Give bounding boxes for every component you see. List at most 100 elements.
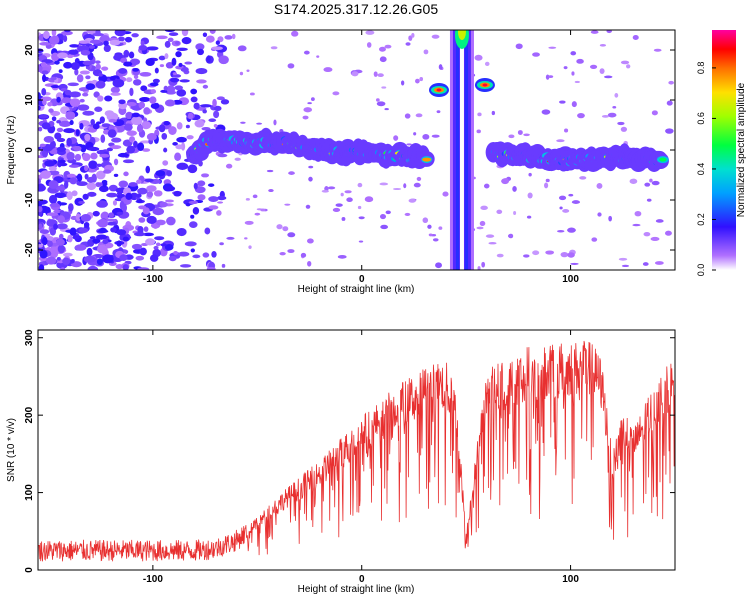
noise-speckle — [184, 61, 193, 65]
noise-speckle — [39, 229, 50, 235]
noise-speckle — [508, 134, 515, 139]
noise-speckle — [219, 242, 224, 246]
noise-speckle — [557, 229, 565, 233]
noise-speckle — [202, 32, 208, 37]
noise-speckle — [58, 233, 64, 240]
noise-speckle — [43, 30, 50, 39]
noise-speckle — [57, 52, 68, 59]
noise-speckle — [310, 97, 315, 102]
noise-speckle — [477, 266, 481, 270]
noise-speckle — [86, 247, 93, 256]
noise-speckle — [357, 205, 362, 210]
noise-speckle — [589, 64, 598, 69]
noise-speckle — [164, 99, 176, 107]
noise-speckle — [526, 215, 532, 219]
noise-speckle — [438, 64, 443, 70]
noise-speckle — [211, 46, 223, 51]
noise-speckle — [68, 49, 79, 55]
snr-frame — [37, 329, 676, 571]
noise-speckle — [112, 200, 118, 206]
noise-speckle — [96, 170, 106, 180]
noise-speckle — [181, 30, 189, 37]
noise-speckle — [392, 187, 402, 191]
noise-speckle — [152, 207, 165, 216]
noise-speckle — [206, 266, 216, 270]
noise-speckle — [634, 210, 642, 217]
noise-speckle — [168, 126, 177, 135]
noise-speckle — [515, 43, 523, 50]
snr-plot-area — [38, 340, 675, 562]
noise-speckle — [103, 44, 111, 53]
noise-speckle — [626, 64, 631, 69]
colorbar-gradient — [712, 30, 736, 270]
noise-speckle — [237, 45, 247, 52]
noise-speckle — [442, 191, 449, 197]
noise-speckle — [84, 165, 89, 172]
noise-speckle — [119, 254, 128, 261]
noise-speckle — [101, 66, 109, 71]
noise-speckle — [651, 110, 658, 116]
noise-speckle — [42, 74, 47, 83]
noise-speckle — [181, 37, 192, 45]
noise-speckle — [159, 64, 165, 68]
noise-speckle — [56, 96, 61, 103]
noise-speckle — [59, 162, 68, 167]
noise-speckle — [225, 163, 233, 169]
noise-speckle — [79, 122, 84, 130]
noise-speckle — [64, 30, 71, 33]
noise-speckle — [84, 133, 91, 142]
noise-speckle — [129, 58, 141, 66]
noise-speckle — [138, 44, 148, 51]
noise-speckle — [384, 107, 389, 111]
noise-speckle — [142, 148, 151, 152]
noise-speckle — [87, 191, 97, 197]
noise-speckle — [128, 182, 138, 187]
noise-speckle — [632, 223, 641, 227]
noise-speckle — [252, 194, 258, 199]
noise-speckle — [133, 140, 138, 148]
noise-speckle — [102, 169, 112, 174]
figure-title: S174.2025.317.12.26.G05 — [274, 1, 438, 17]
noise-speckle — [166, 216, 176, 226]
noise-speckle — [122, 159, 135, 164]
noise-speckle — [75, 129, 80, 137]
noise-speckle — [99, 116, 105, 124]
colorbar-ticks: 0.0 0.2 0.4 0.6 0.8 — [696, 62, 716, 276]
noise-speckle — [48, 108, 54, 113]
noise-speckle — [88, 160, 98, 170]
noise-speckle — [56, 223, 68, 230]
noise-speckle — [239, 71, 244, 76]
noise-speckle — [160, 89, 169, 93]
noise-speckle — [541, 109, 551, 115]
noise-speckle — [82, 92, 89, 97]
noise-speckle — [80, 144, 87, 153]
noise-speckle — [76, 181, 88, 187]
noise-speckle — [523, 133, 530, 137]
noise-speckle — [106, 192, 118, 198]
noise-speckle — [78, 40, 90, 44]
noise-speckle — [50, 246, 60, 251]
noise-speckle — [80, 49, 91, 56]
noise-speckle — [92, 238, 101, 244]
noise-speckle — [403, 183, 407, 189]
noise-speckle — [192, 207, 200, 215]
noise-speckle — [48, 194, 58, 204]
noise-speckle — [599, 44, 607, 47]
noise-speckle — [47, 101, 53, 107]
noise-speckle — [190, 248, 195, 253]
noise-speckle — [49, 203, 60, 208]
noise-speckle — [71, 146, 80, 150]
snr-y-label: SNR (10 * v/v) — [6, 418, 17, 482]
noise-speckle — [503, 178, 509, 181]
noise-speckle — [545, 178, 550, 183]
noise-speckle — [435, 262, 442, 269]
noise-speckle — [577, 112, 585, 119]
noise-speckle — [84, 173, 89, 180]
noise-speckle — [58, 69, 63, 74]
noise-speckle — [111, 137, 122, 143]
noise-speckle — [205, 35, 215, 43]
noise-speckle — [118, 180, 129, 188]
noise-speckle — [373, 71, 378, 77]
noise-speckle — [332, 91, 340, 96]
noise-speckle — [51, 52, 60, 62]
